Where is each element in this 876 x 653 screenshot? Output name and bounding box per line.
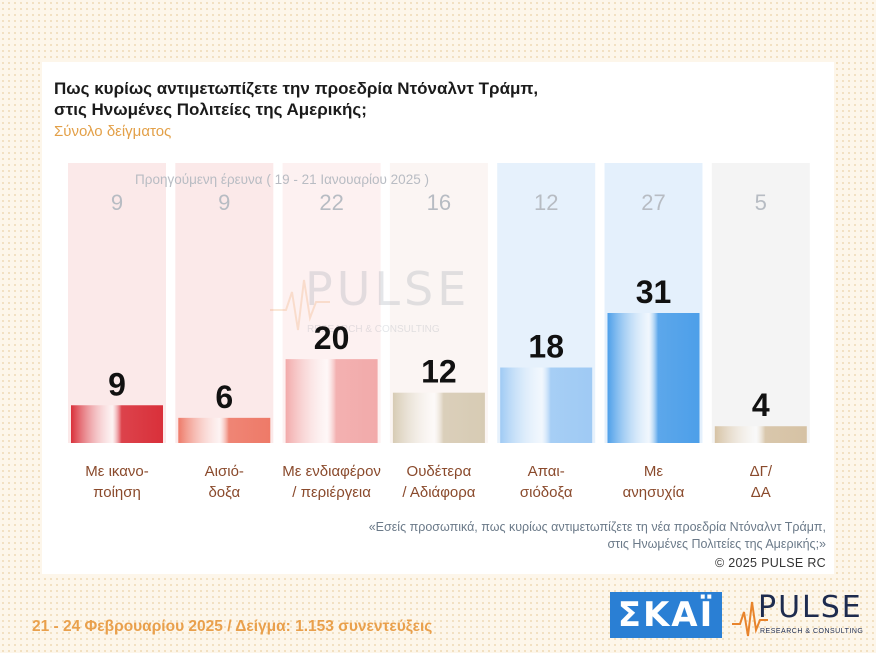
category-column: [68, 163, 166, 443]
previous-value-label: 22: [319, 190, 343, 215]
category-label: ανησυχία: [623, 484, 685, 501]
category-column: [175, 163, 274, 443]
previous-value-label: 9: [218, 190, 230, 215]
bar-value-label: 9: [108, 366, 126, 402]
pulse-wave-icon: [732, 601, 768, 637]
bar: [607, 313, 700, 443]
category-label: ΔΓ/: [750, 463, 773, 480]
pulse-logo-name: PULSE: [758, 590, 863, 625]
category-label: ΔΑ: [751, 484, 771, 501]
category-label: δοξα: [208, 484, 240, 501]
watermark-subtext: RESEARCH & CONSULTING: [307, 324, 440, 335]
pulse-logo: PULSE RESEARCH & CONSULTING: [732, 590, 864, 642]
bar-value-label: 20: [314, 320, 350, 356]
category-label: Με ενδιαφέρον: [282, 463, 381, 480]
pulse-logo-sub: RESEARCH & CONSULTING: [760, 628, 864, 635]
survey-footer: 21 - 24 Φεβρουαρίου 2025 / Δείγμα: 1.153…: [32, 618, 433, 635]
question-note: «Εσείς προσωπικά, πως κυρίως αντιμετωπίζ…: [226, 519, 826, 552]
chart-title: Πως κυρίως αντιμετωπίζετε την προεδρία Ν…: [54, 78, 614, 120]
category-label: / περιέργεια: [292, 484, 371, 501]
previous-value-label: 16: [427, 190, 451, 215]
category-label: Αισιό-: [205, 463, 244, 480]
title-line-1: Πως κυρίως αντιμετωπίζετε την προεδρία Ν…: [54, 79, 539, 98]
previous-value-label: 9: [111, 190, 123, 215]
category-label: Ουδέτερα: [407, 463, 472, 480]
watermark: PULSE RESEARCH & CONSULTING: [270, 262, 470, 335]
bar-value-label: 4: [752, 387, 770, 423]
bar: [392, 392, 485, 443]
bar-value-label: 12: [421, 354, 457, 390]
title-line-2: στις Ηνωμένες Πολιτείες της Αμερικής;: [54, 100, 367, 119]
category-column: [711, 163, 810, 443]
category-label: Με ικανο-: [85, 463, 149, 480]
previous-value-label: 12: [534, 190, 558, 215]
bar: [178, 417, 271, 443]
note-line-1: «Εσείς προσωπικά, πως κυρίως αντιμετωπίζ…: [368, 520, 826, 534]
bar-value-label: 31: [636, 274, 672, 310]
bar: [285, 359, 378, 443]
chart-subtitle: Σύνολο δείγματος: [54, 123, 172, 140]
watermark-wave-icon: [270, 279, 330, 331]
previous-survey-label: Προηγούμενη έρευνα ( 19 - 21 Ιανουαρίου …: [135, 172, 429, 187]
category-label: Με: [644, 463, 663, 480]
bar-value-label: 6: [215, 379, 233, 415]
copyright: © 2025 PULSE RC: [715, 556, 826, 570]
previous-value-label: 27: [641, 190, 665, 215]
category-label: ποίηση: [93, 484, 141, 501]
bar: [714, 426, 807, 443]
bar: [71, 405, 163, 443]
note-line-2: στις Ηνωμένες Πολιτείες της Αμερικής;»: [607, 536, 826, 551]
category-label: / Αδιάφορα: [402, 484, 475, 501]
bar-value-label: 18: [528, 329, 564, 365]
previous-value-label: 5: [755, 190, 767, 215]
watermark-text: PULSE: [305, 262, 470, 316]
category-label: σιόδοξα: [520, 484, 573, 501]
category-label: Απαι-: [528, 463, 565, 480]
bar: [500, 367, 593, 443]
skai-logo: ΣΚΑΪ: [610, 592, 722, 638]
